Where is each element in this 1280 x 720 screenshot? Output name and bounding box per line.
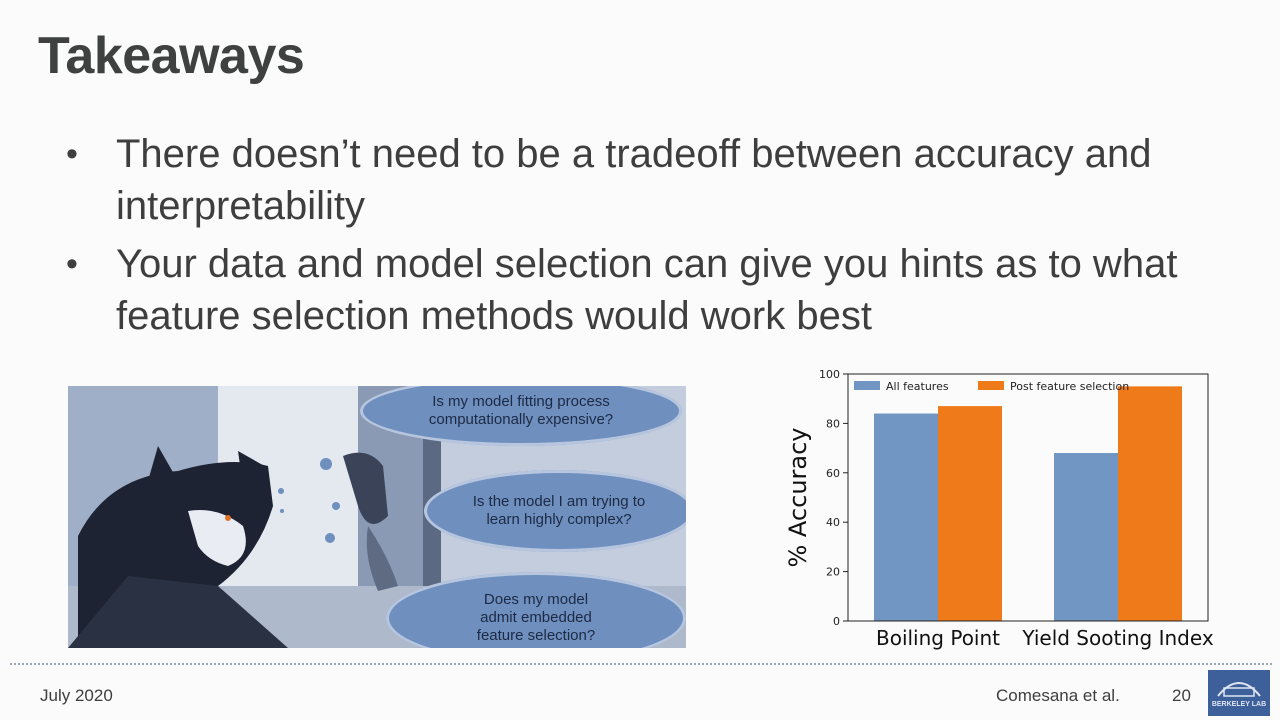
bullet-list: • There doesn’t need to be a tradeoff be… (66, 128, 1256, 348)
y-tick-label: 0 (833, 615, 840, 628)
thought-bubble-text: Is the model I am trying to learn highly… (472, 493, 646, 528)
bullet-marker: • (66, 135, 78, 173)
bullet-text: Your data and model selection can give y… (116, 242, 1178, 338)
footer-divider (10, 663, 1272, 665)
bullet-item: • Your data and model selection can give… (66, 238, 1256, 342)
y-tick-label: 60 (826, 467, 840, 480)
bullet-marker: • (66, 245, 78, 283)
accuracy-bar-chart: Boiling Point Yield Sooting Index 0 20 40 60 8… (784, 368, 1214, 650)
lab-building-icon (1217, 682, 1261, 697)
plot-frame (847, 373, 1209, 622)
footer-author: Comesana et al. (996, 686, 1120, 705)
legend-label: All features (886, 380, 949, 393)
thought-bubble: Is the model I am trying to learn highly… (424, 470, 686, 552)
chart-bar (938, 406, 1002, 621)
thought-bubble-text: Is my model fitting process computationa… (428, 393, 614, 428)
y-tick-label: 80 (826, 417, 840, 430)
bullet-item: • There doesn’t need to be a tradeoff be… (66, 128, 1256, 232)
legend-label: Post feature selection (1010, 380, 1129, 393)
chart-bar (874, 413, 938, 621)
y-tick-label: 20 (826, 566, 840, 579)
x-tick-label: Boiling Point (876, 626, 1000, 650)
chart-bar (1054, 453, 1118, 621)
y-tick-label: 100 (819, 368, 840, 381)
page-number: 20 (1172, 686, 1191, 705)
y-tick-label: 40 (826, 516, 840, 529)
thought-bubble-text: Does my model admit embedded feature sel… (476, 591, 596, 644)
legend-swatch (854, 381, 880, 390)
thought-bubble: Is my model fitting process computationa… (360, 386, 682, 446)
x-tick-label: Yield Sooting Index (1021, 626, 1213, 650)
logo-text: BERKELEY LAB (1211, 701, 1267, 708)
thought-bubble: Does my model admit embedded feature sel… (386, 572, 686, 648)
berkeley-lab-logo: BERKELEY LAB (1208, 670, 1270, 716)
bullet-text: There doesn’t need to be a tradeoff betw… (116, 132, 1152, 228)
y-axis-label: % Accuracy (784, 427, 812, 567)
chart-bar (1118, 386, 1182, 621)
footer-date: July 2020 (40, 686, 113, 705)
slide-title: Takeaways (38, 27, 305, 85)
legend-swatch (978, 381, 1004, 390)
cat-photo: Is my model fitting process computationa… (68, 386, 686, 648)
